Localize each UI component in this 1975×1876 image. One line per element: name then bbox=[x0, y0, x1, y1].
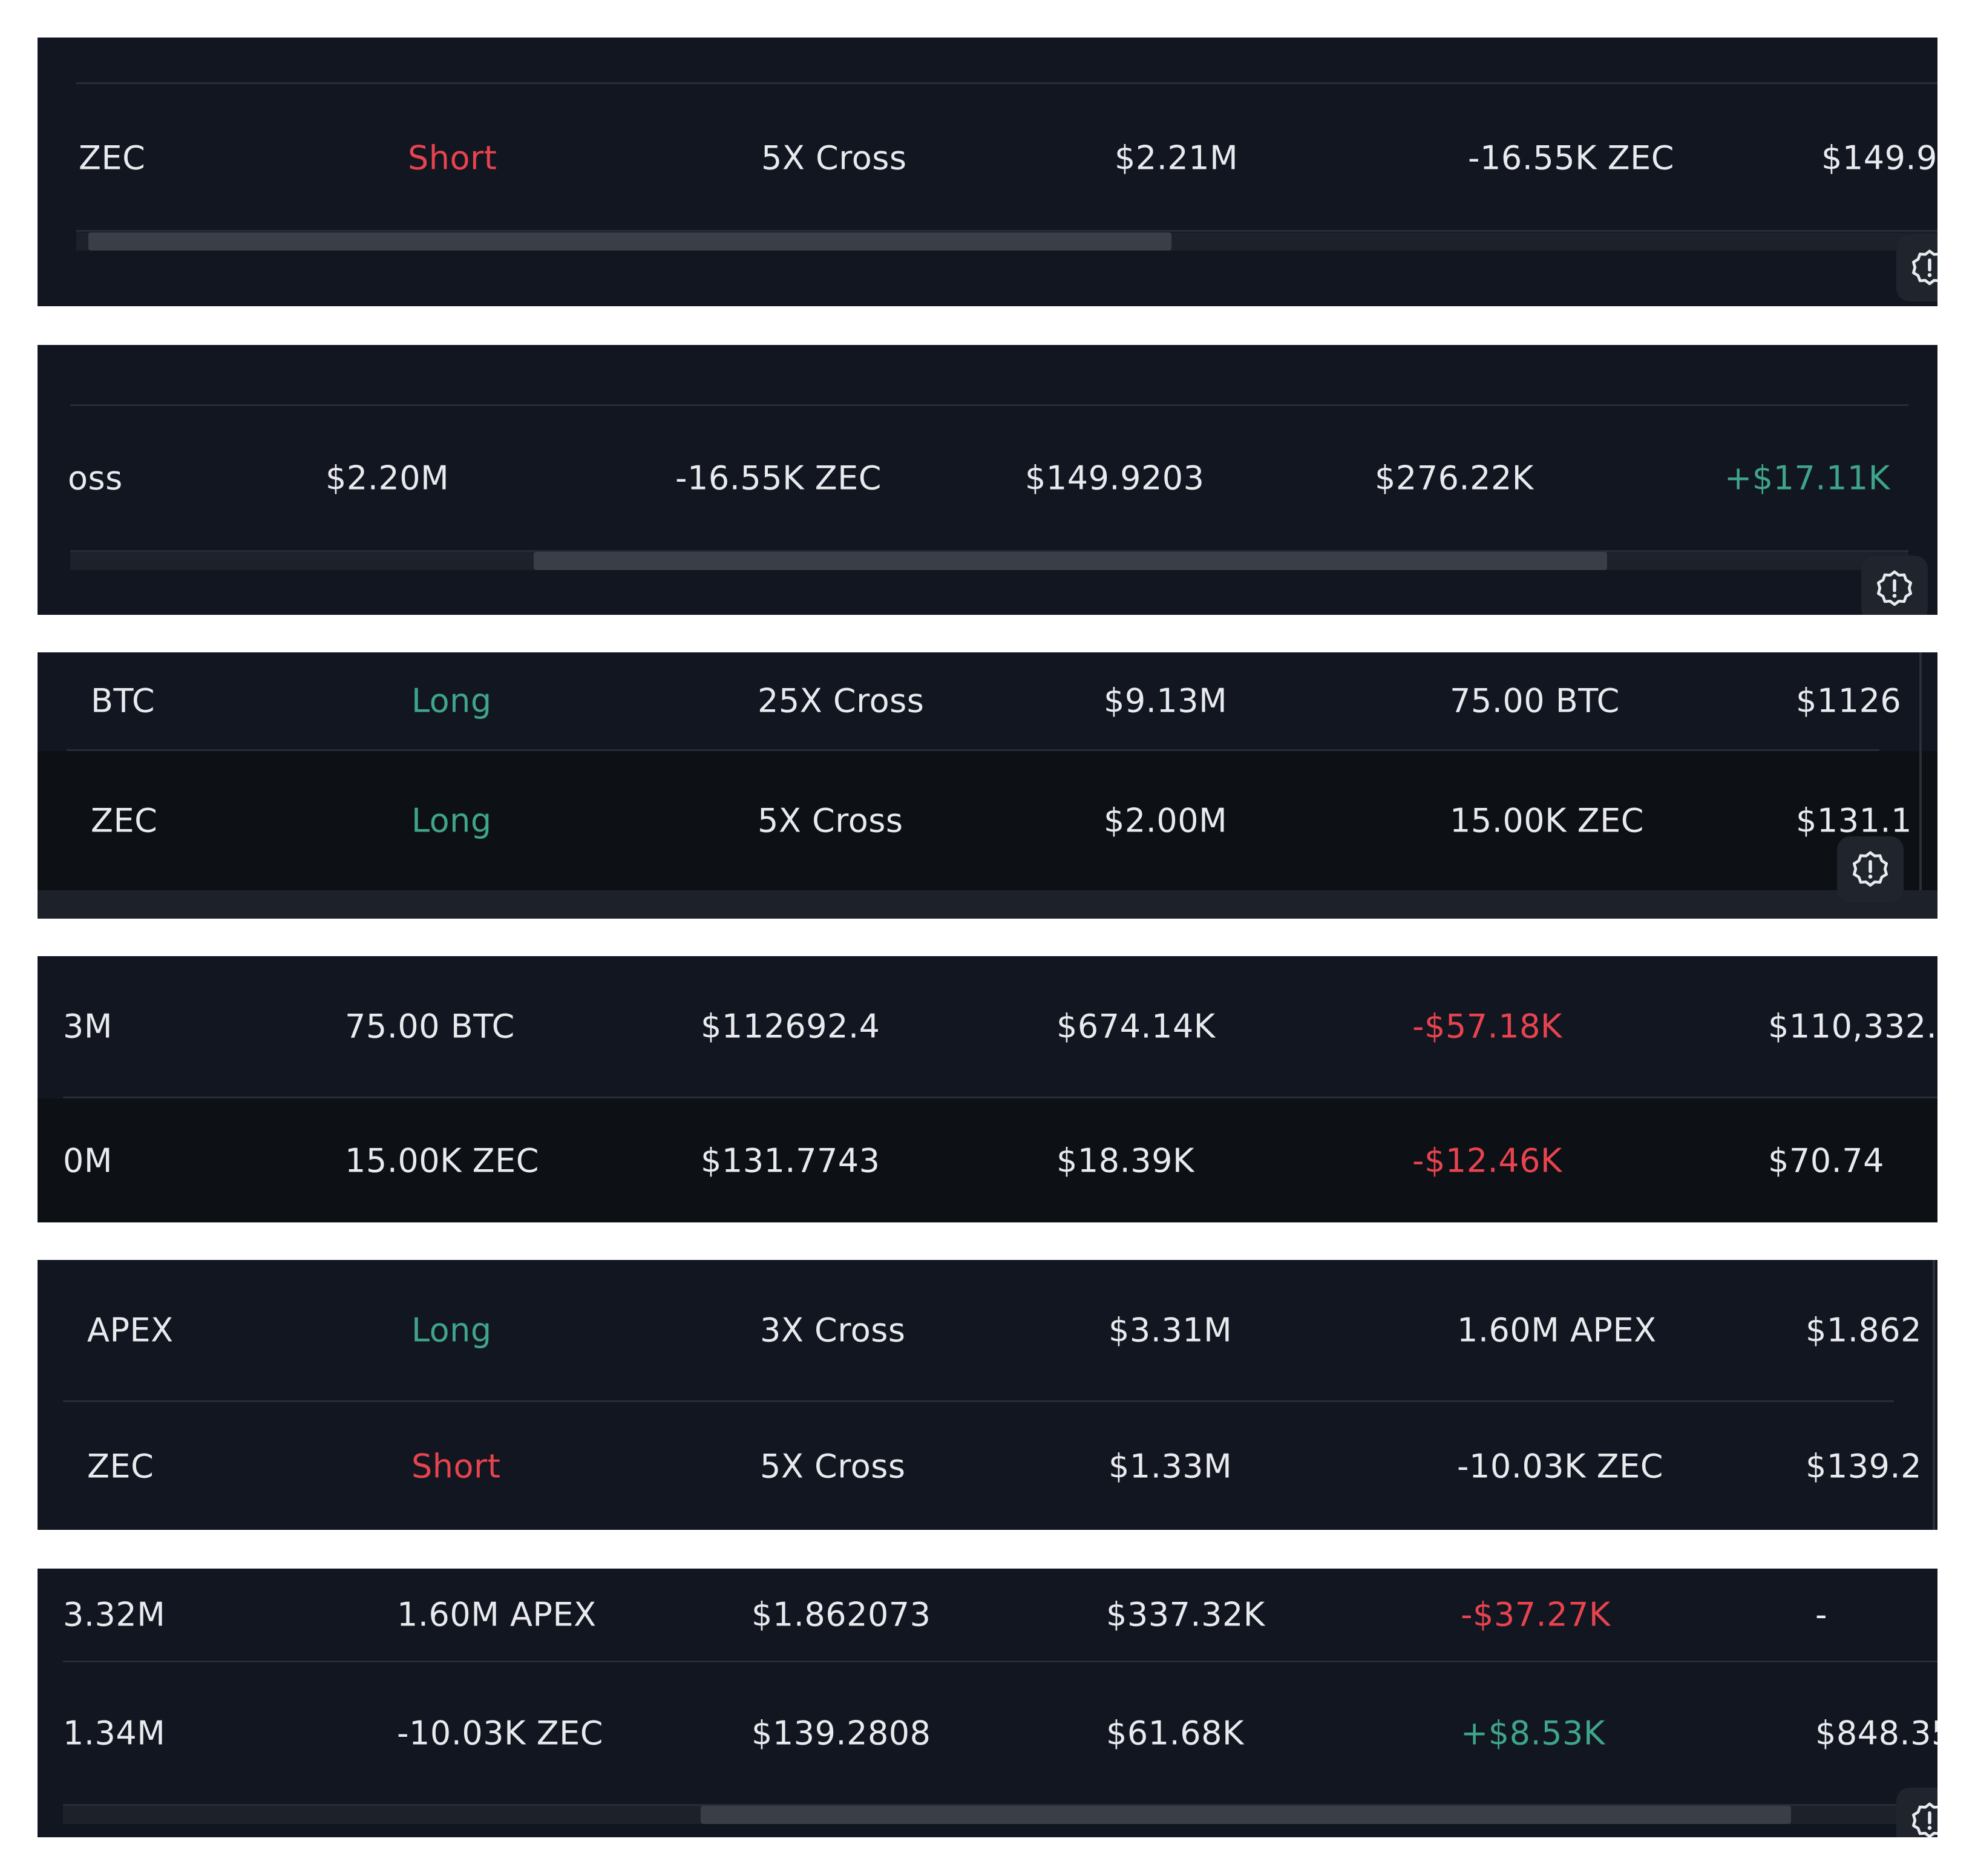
cell-entry-price: $1126 bbox=[1796, 681, 1902, 720]
cell-pnl: -$57.18K bbox=[1412, 1007, 1562, 1046]
cell-size: 1.60M APEX bbox=[397, 1595, 597, 1634]
row-divider bbox=[70, 404, 1908, 406]
alert-badge-icon bbox=[1911, 249, 1937, 286]
cell-margin: $276.22K bbox=[1375, 459, 1534, 497]
cell-value: $2.00M bbox=[1104, 801, 1228, 840]
horizontal-scrollbar-thumb[interactable] bbox=[701, 1806, 1791, 1824]
cell-coin: ZEC bbox=[91, 801, 158, 840]
alert-button[interactable] bbox=[1896, 1788, 1937, 1837]
cell-pnl: +$8.53K bbox=[1461, 1714, 1605, 1753]
cell-margin: $337.32K bbox=[1106, 1595, 1265, 1634]
table-edge bbox=[1933, 1260, 1935, 1530]
cell-liq-price: $70.74 bbox=[1768, 1141, 1884, 1179]
cell-funding: - bbox=[1815, 1595, 1827, 1634]
cell-size: -10.03K ZEC bbox=[397, 1714, 603, 1753]
cell-margin: $18.39K bbox=[1056, 1141, 1194, 1179]
cell-size: -16.55K ZEC bbox=[675, 459, 882, 497]
row-divider bbox=[63, 1804, 1937, 1806]
cell-coin: BTC bbox=[91, 681, 156, 720]
cell-direction: Long bbox=[411, 681, 492, 720]
cell-leverage: 5X Cross bbox=[761, 139, 907, 177]
horizontal-scrollbar-thumb[interactable] bbox=[88, 232, 1171, 251]
cell-leverage: 5X Cross bbox=[758, 801, 903, 840]
positions-panel-4: 3M 75.00 BTC $112692.4 $674.14K -$57.18K… bbox=[38, 956, 1937, 1222]
cell-leverage: oss bbox=[68, 459, 123, 497]
row-divider bbox=[63, 1097, 1937, 1098]
cell-direction: Long bbox=[411, 1311, 492, 1350]
cell-coin: ZEC bbox=[87, 1447, 154, 1485]
cell-leverage: 5X Cross bbox=[760, 1447, 906, 1485]
cell-entry-price: $1.862073 bbox=[752, 1595, 931, 1634]
cell-value: $1.33M bbox=[1109, 1447, 1233, 1485]
table-row[interactable]: 3M 75.00 BTC $112692.4 $674.14K -$57.18K… bbox=[38, 956, 1937, 1097]
cell-direction: Short bbox=[411, 1447, 501, 1485]
cell-funding: $848.35 bbox=[1815, 1714, 1937, 1753]
table-row[interactable]: ZEC Short 5X Cross $1.33M -10.03K ZEC $1… bbox=[38, 1402, 1937, 1530]
row-divider bbox=[63, 1400, 1894, 1402]
cell-coin: APEX bbox=[87, 1311, 174, 1350]
cell-entry-price: $149.9203 bbox=[1025, 459, 1205, 497]
cell-direction: Long bbox=[411, 801, 492, 840]
alert-badge-icon bbox=[1852, 851, 1888, 887]
cell-value: 3M bbox=[63, 1007, 113, 1046]
cell-size: 75.00 BTC bbox=[1450, 681, 1620, 720]
horizontal-scrollbar-thumb[interactable] bbox=[534, 552, 1607, 570]
cell-value: 1.34M bbox=[63, 1714, 166, 1753]
cell-entry-price: $139.2808 bbox=[752, 1714, 931, 1753]
table-row[interactable]: 1.34M -10.03K ZEC $139.2808 $61.68K +$8.… bbox=[38, 1662, 1937, 1804]
row-divider bbox=[63, 1661, 1937, 1662]
horizontal-scrollbar-track[interactable] bbox=[38, 890, 1937, 919]
table-row[interactable]: 0M 15.00K ZEC $131.7743 $18.39K -$12.46K… bbox=[38, 1098, 1937, 1222]
cell-leverage: 25X Cross bbox=[758, 681, 925, 720]
cell-size: 15.00K ZEC bbox=[1450, 801, 1644, 840]
cell-entry-price: $112692.4 bbox=[701, 1007, 880, 1046]
cell-direction: Short bbox=[408, 139, 497, 177]
cell-size: -10.03K ZEC bbox=[1457, 1447, 1663, 1485]
cell-size: 1.60M APEX bbox=[1457, 1311, 1657, 1350]
alert-badge-icon bbox=[1911, 1802, 1937, 1837]
table-edge bbox=[1919, 652, 1922, 890]
cell-value: $3.31M bbox=[1109, 1311, 1233, 1350]
table-row[interactable]: ZEC Short 5X Cross $2.21M -16.55K ZEC $1… bbox=[38, 86, 1937, 230]
positions-panel-6: 3.32M 1.60M APEX $1.862073 $337.32K -$37… bbox=[38, 1569, 1937, 1837]
table-row[interactable]: ZEC Long 5X Cross $2.00M 15.00K ZEC $131… bbox=[38, 751, 1937, 890]
table-row[interactable]: 3.32M 1.60M APEX $1.862073 $337.32K -$37… bbox=[38, 1569, 1937, 1661]
cell-entry-price: $1.862 bbox=[1806, 1311, 1922, 1350]
cell-margin: $674.14K bbox=[1056, 1007, 1216, 1046]
cell-coin: ZEC bbox=[79, 139, 146, 177]
cell-leverage: 3X Cross bbox=[760, 1311, 906, 1350]
cell-pnl: +$17.11K bbox=[1724, 459, 1890, 497]
cell-value: 0M bbox=[63, 1141, 113, 1179]
table-row[interactable]: BTC Long 25X Cross $9.13M 75.00 BTC $112… bbox=[38, 652, 1937, 749]
cell-value: $9.13M bbox=[1104, 681, 1228, 720]
cell-liq-price: $110,332.4 bbox=[1768, 1007, 1937, 1046]
alert-button[interactable] bbox=[1861, 556, 1928, 615]
positions-panel-2: oss $2.20M -16.55K ZEC $149.9203 $276.22… bbox=[38, 345, 1937, 615]
table-row[interactable]: APEX Long 3X Cross $3.31M 1.60M APEX $1.… bbox=[38, 1260, 1937, 1400]
alert-button[interactable] bbox=[1896, 235, 1937, 301]
positions-panel-3: BTC Long 25X Cross $9.13M 75.00 BTC $112… bbox=[38, 652, 1937, 919]
cell-entry-price: $139.2 bbox=[1806, 1447, 1922, 1485]
row-divider bbox=[76, 82, 1937, 84]
table-row[interactable]: oss $2.20M -16.55K ZEC $149.9203 $276.22… bbox=[38, 406, 1937, 550]
cell-pnl: -$12.46K bbox=[1412, 1141, 1562, 1179]
cell-margin: $61.68K bbox=[1106, 1714, 1244, 1753]
alert-button[interactable] bbox=[1837, 836, 1904, 903]
row-divider bbox=[70, 550, 1908, 552]
cell-entry-price: $131.1 bbox=[1796, 801, 1912, 840]
alert-badge-icon bbox=[1876, 570, 1913, 606]
cell-entry-price: $131.7743 bbox=[701, 1141, 880, 1179]
cell-entry-price: $149.92 bbox=[1821, 139, 1937, 177]
cell-value: 3.32M bbox=[63, 1595, 166, 1634]
cell-value: $2.20M bbox=[326, 459, 450, 497]
row-divider bbox=[76, 230, 1937, 232]
cell-size: 15.00K ZEC bbox=[345, 1141, 539, 1179]
cell-size: -16.55K ZEC bbox=[1468, 139, 1674, 177]
cell-size: 75.00 BTC bbox=[345, 1007, 515, 1046]
positions-panel-5: APEX Long 3X Cross $3.31M 1.60M APEX $1.… bbox=[38, 1260, 1937, 1530]
cell-pnl: -$37.27K bbox=[1461, 1595, 1611, 1634]
row-divider bbox=[67, 749, 1879, 751]
cell-value: $2.21M bbox=[1115, 139, 1239, 177]
positions-panel-1: ZEC Short 5X Cross $2.21M -16.55K ZEC $1… bbox=[38, 38, 1937, 306]
